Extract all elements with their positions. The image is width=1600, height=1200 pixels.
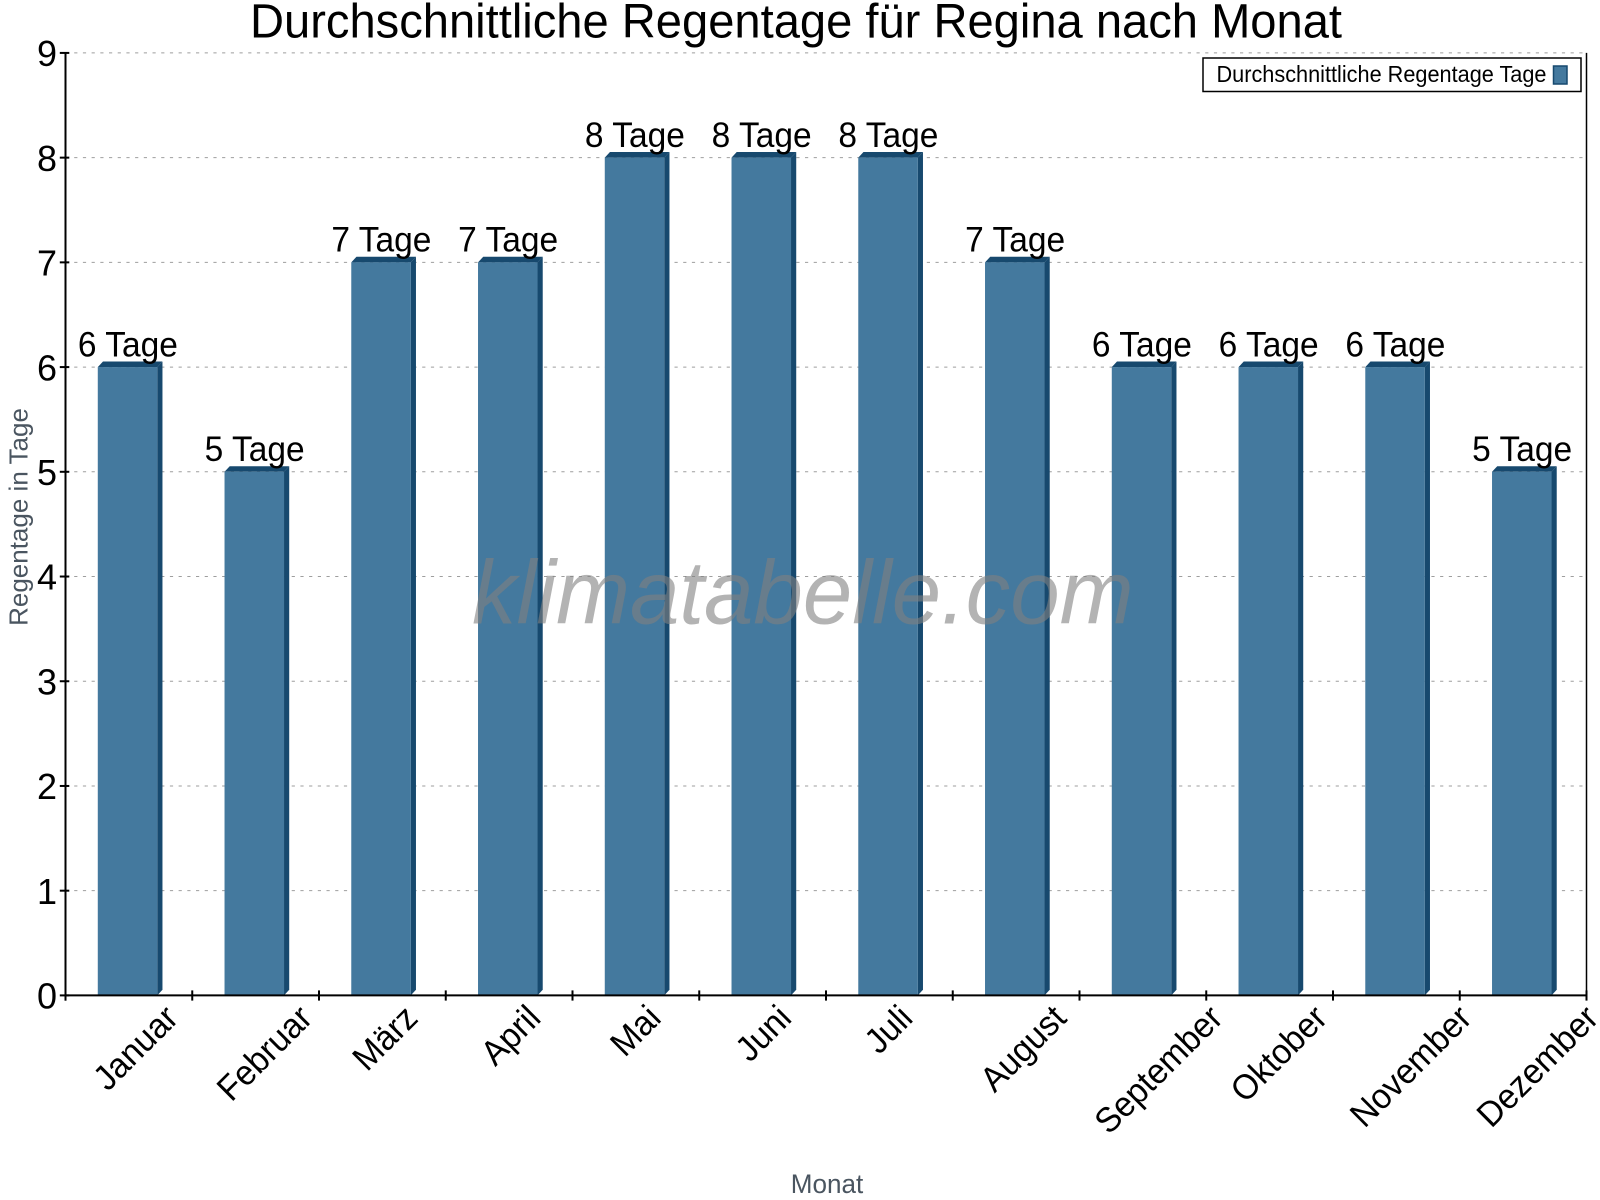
svg-text:Durchschnittliche Regentage Ta: Durchschnittliche Regentage Tage bbox=[1217, 61, 1547, 87]
svg-text:8 Tage: 8 Tage bbox=[585, 116, 685, 155]
svg-text:1: 1 bbox=[37, 871, 57, 912]
svg-text:9: 9 bbox=[37, 33, 57, 74]
svg-text:Durchschnittliche Regentage fü: Durchschnittliche Regentage für Regina n… bbox=[250, 0, 1342, 49]
svg-text:7 Tage: 7 Tage bbox=[458, 221, 558, 260]
svg-text:Monat: Monat bbox=[791, 1169, 864, 1199]
svg-text:0: 0 bbox=[37, 976, 57, 1017]
svg-text:6: 6 bbox=[37, 347, 57, 388]
svg-text:6 Tage: 6 Tage bbox=[1092, 325, 1192, 364]
svg-text:5 Tage: 5 Tage bbox=[205, 430, 305, 469]
svg-text:8: 8 bbox=[37, 138, 57, 179]
svg-text:7 Tage: 7 Tage bbox=[965, 221, 1065, 260]
svg-text:2: 2 bbox=[37, 766, 57, 807]
svg-text:5 Tage: 5 Tage bbox=[1472, 430, 1572, 469]
svg-text:Regentage in Tage: Regentage in Tage bbox=[4, 408, 34, 626]
svg-text:6 Tage: 6 Tage bbox=[1219, 325, 1319, 364]
svg-text:7: 7 bbox=[37, 243, 57, 284]
svg-text:4: 4 bbox=[37, 557, 57, 598]
svg-text:7 Tage: 7 Tage bbox=[331, 221, 431, 260]
svg-text:3: 3 bbox=[37, 661, 57, 702]
svg-text:5: 5 bbox=[37, 452, 57, 493]
svg-text:8 Tage: 8 Tage bbox=[712, 116, 812, 155]
svg-text:8 Tage: 8 Tage bbox=[838, 116, 938, 155]
svg-text:6 Tage: 6 Tage bbox=[1345, 325, 1445, 364]
svg-text:6 Tage: 6 Tage bbox=[78, 325, 178, 364]
svg-text:klimatabelle.com: klimatabelle.com bbox=[472, 544, 1134, 644]
